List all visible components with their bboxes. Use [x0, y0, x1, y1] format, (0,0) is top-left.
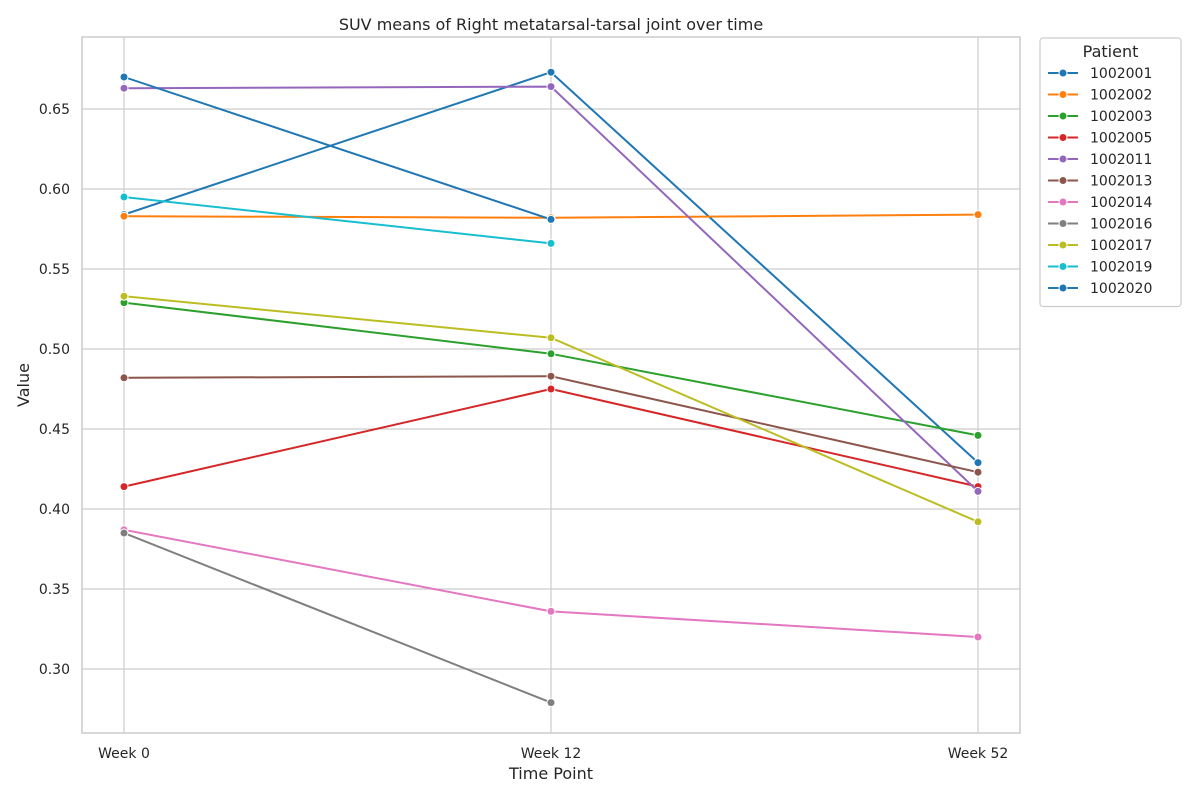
legend-swatch-marker — [1058, 90, 1068, 99]
legend-item: 1002005 — [1048, 131, 1152, 147]
series-1002020 — [119, 72, 556, 224]
y-tick-label: 0.35 — [39, 582, 70, 598]
data-point — [119, 192, 129, 202]
legend-item: 1002003 — [1048, 109, 1152, 125]
legend-swatch-marker — [1058, 68, 1068, 78]
legend-item: 1002017 — [1048, 238, 1152, 254]
data-point — [973, 486, 983, 496]
legend-swatch-marker — [1058, 197, 1068, 207]
x-axis-title: Time Point — [508, 764, 593, 783]
legend-label: 1002013 — [1090, 174, 1152, 190]
data-point — [119, 528, 129, 538]
chart-title: SUV means of Right metatarsal-tarsal joi… — [339, 15, 763, 34]
data-point — [119, 83, 129, 93]
plot-frame — [81, 36, 1021, 734]
legend-item: 1002019 — [1048, 260, 1152, 276]
legend-title: Patient — [1083, 42, 1139, 61]
legend-item: 1002011 — [1048, 152, 1152, 168]
legend-label: 1002019 — [1090, 260, 1152, 276]
legend-swatch-marker — [1058, 111, 1068, 121]
data-point — [119, 211, 129, 221]
series-line — [123, 196, 552, 245]
series-1002011 — [119, 82, 983, 496]
legend-swatch-marker — [1058, 133, 1068, 142]
y-tick-label: 0.65 — [39, 102, 70, 118]
data-point — [546, 67, 556, 77]
y-tick-label: 0.55 — [39, 262, 70, 278]
legend-label: 1002005 — [1090, 131, 1152, 147]
legend-swatch-marker — [1058, 262, 1068, 271]
data-point — [119, 482, 129, 492]
series-1002019 — [119, 192, 556, 248]
legend-item: 1002001 — [1048, 66, 1152, 82]
legend: Patient 1002001 1002002 1002003 1002005 10020… — [1039, 37, 1182, 308]
data-point — [973, 210, 983, 220]
axes: 0.30 0.35 0.40 0.45 0.50 0.55 0.60 0.65 Week 0 We… — [39, 36, 1021, 762]
data-point — [546, 238, 556, 248]
y-tick-label: 0.40 — [39, 502, 70, 518]
x-tick-label: Week 52 — [948, 746, 1009, 762]
legend-label: 1002001 — [1090, 66, 1152, 82]
series-lines — [119, 67, 983, 708]
data-point — [546, 384, 556, 394]
legend-swatch-marker — [1058, 176, 1068, 185]
legend-label: 1002020 — [1090, 281, 1152, 297]
legend-swatch-marker — [1058, 219, 1068, 228]
data-point — [973, 632, 983, 642]
data-point — [119, 291, 129, 301]
legend-label: 1002016 — [1090, 217, 1152, 233]
data-point — [546, 606, 556, 616]
legend-item: 1002014 — [1048, 195, 1152, 211]
legend-swatch-marker — [1058, 283, 1068, 293]
series-1002017 — [119, 291, 983, 527]
y-tick-label: 0.30 — [39, 662, 70, 678]
legend-label: 1002014 — [1090, 195, 1152, 211]
y-tick-label: 0.60 — [39, 182, 70, 198]
data-point — [973, 467, 983, 477]
legend-swatch-marker — [1058, 240, 1068, 250]
legend-item: 1002002 — [1048, 88, 1152, 104]
legend-item: 1002020 — [1048, 281, 1152, 297]
legend-label: 1002003 — [1090, 109, 1152, 125]
y-tick-label: 0.45 — [39, 422, 70, 438]
series-line — [123, 532, 552, 704]
legend-label: 1002011 — [1090, 152, 1152, 168]
data-point — [973, 458, 983, 468]
data-point — [546, 82, 556, 92]
legend-item: 1002013 — [1048, 174, 1152, 190]
data-point — [973, 517, 983, 527]
series-1002003 — [119, 298, 983, 440]
data-point — [973, 430, 983, 440]
legend-label: 1002017 — [1090, 238, 1152, 254]
x-tick-label: Week 0 — [98, 746, 150, 762]
data-point — [546, 214, 556, 224]
y-tick-label: 0.50 — [39, 342, 70, 358]
series-1002016 — [119, 528, 556, 708]
data-point — [546, 333, 556, 343]
legend-label: 1002002 — [1090, 88, 1152, 104]
data-point — [546, 698, 556, 708]
data-point — [546, 371, 556, 381]
data-point — [119, 72, 129, 82]
y-axis-title: Value — [14, 363, 33, 407]
data-point — [546, 349, 556, 359]
x-tick-label: Week 12 — [521, 746, 582, 762]
series-1002014 — [119, 525, 983, 642]
data-point — [119, 373, 129, 383]
legend-swatch-marker — [1058, 154, 1068, 164]
legend-item: 1002016 — [1048, 217, 1152, 233]
series-line — [123, 76, 552, 221]
legend-box — [1039, 37, 1182, 308]
series-1002013 — [119, 371, 983, 477]
